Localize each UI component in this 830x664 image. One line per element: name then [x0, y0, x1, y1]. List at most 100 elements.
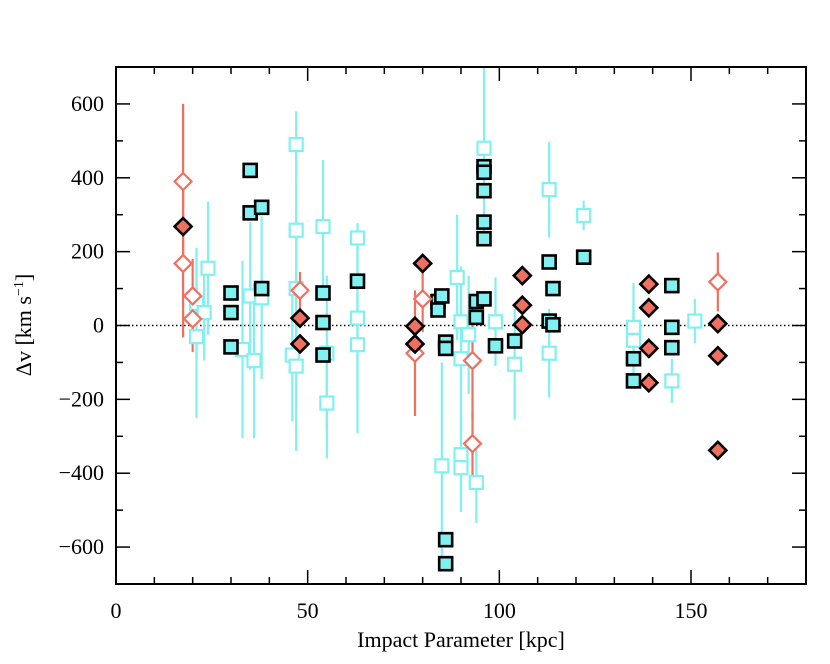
filled-cyan-squares-point	[315, 347, 331, 363]
y-tick-label: −600	[59, 534, 104, 559]
open-cyan-squares-point	[487, 314, 504, 330]
filled-cyan-squares-point	[242, 162, 258, 179]
filled-red-diamonds-point	[638, 297, 660, 319]
filled-cyan-squares-point	[625, 373, 642, 389]
y-axis-label-main: Δv [km s	[11, 296, 36, 376]
open-cyan-squares-point	[200, 260, 216, 276]
open-cyan-squares-point	[188, 328, 205, 345]
filled-red-diamonds-point	[172, 216, 194, 237]
filled-cyan-squares-point	[575, 249, 592, 265]
filled-red-diamonds-point	[511, 314, 533, 336]
tick-layer: 0 50 100 150 −600 −400 −200 0 200 400 600	[59, 66, 807, 623]
filled-cyan-squares-point	[437, 531, 454, 548]
filled-cyan-squares-point	[487, 338, 504, 354]
y-tick-label: 0	[93, 313, 104, 338]
open-cyan-squares-point	[664, 373, 680, 389]
open-cyan-squares-point	[349, 337, 366, 353]
filled-cyan-squares-point	[664, 339, 680, 356]
filled-cyan-squares-point	[315, 285, 331, 301]
open-cyan-squares-point	[196, 304, 212, 321]
filled-red-diamonds-point	[707, 313, 729, 334]
filled-cyan-squares-point	[468, 309, 485, 326]
open-cyan-squares-point	[288, 136, 304, 153]
filled-cyan-squares-point	[664, 277, 680, 294]
open-red-diamonds-point	[173, 171, 194, 192]
y-tick-label: 400	[71, 165, 104, 190]
filled-cyan-squares-point	[430, 302, 446, 318]
filled-cyan-squares-point	[664, 319, 680, 336]
x-tick-label: 50	[297, 598, 319, 623]
y-tick-label: −400	[59, 460, 104, 485]
open-cyan-squares-point	[468, 474, 484, 491]
open-cyan-squares-point	[576, 207, 592, 224]
filled-cyan-squares-point	[476, 182, 492, 199]
filled-cyan-squares-point	[476, 230, 492, 247]
filled-red-diamonds-point	[289, 307, 311, 329]
filled-red-diamonds-point	[404, 315, 426, 337]
marker-layer	[172, 136, 729, 572]
x-axis-label: Impact Parameter [kpc]	[357, 627, 565, 652]
filled-cyan-squares-point	[476, 291, 492, 307]
open-red-diamonds-point	[462, 433, 483, 454]
open-cyan-squares-point	[541, 345, 557, 361]
open-red-diamonds-point	[707, 271, 728, 292]
filled-cyan-squares-point	[625, 350, 642, 367]
open-cyan-squares-point	[349, 310, 366, 326]
filled-cyan-squares-point	[253, 280, 270, 297]
filled-red-diamonds-point	[707, 439, 729, 461]
open-cyan-squares-point	[687, 313, 703, 329]
filled-cyan-squares-point	[476, 164, 492, 181]
filled-red-diamonds-point	[511, 265, 533, 286]
filled-cyan-squares-point	[437, 555, 454, 572]
y-axis-label-exponent: −1	[12, 281, 27, 296]
filled-red-diamonds-point	[638, 372, 660, 394]
open-red-diamonds-point	[182, 285, 203, 307]
filled-cyan-squares-point	[541, 254, 557, 270]
open-cyan-squares-point	[541, 182, 557, 198]
filled-cyan-squares-point	[349, 273, 366, 289]
open-cyan-squares-point	[453, 460, 469, 476]
filled-red-diamonds-point	[638, 338, 660, 359]
filled-red-diamonds-point	[707, 345, 729, 367]
open-cyan-squares-point	[246, 352, 262, 369]
filled-red-diamonds-point	[638, 273, 660, 295]
open-cyan-squares-point	[434, 458, 450, 474]
filled-red-diamonds-point	[412, 253, 434, 274]
filled-cyan-squares-point	[437, 340, 454, 357]
open-cyan-squares-point	[507, 356, 523, 372]
filled-cyan-squares-point	[434, 288, 450, 304]
filled-red-diamonds-point	[404, 333, 426, 355]
filled-cyan-squares-point	[253, 199, 270, 216]
y-tick-label: 200	[71, 239, 104, 264]
y-axis-label: Δv [km s−1]	[11, 274, 36, 376]
filled-cyan-squares-point	[545, 316, 561, 333]
filled-cyan-squares-point	[223, 304, 239, 321]
y-tick-label: −200	[59, 386, 104, 411]
open-cyan-squares-point	[349, 230, 366, 246]
filled-cyan-squares-point	[506, 333, 523, 349]
x-tick-label: 100	[483, 598, 516, 623]
open-cyan-squares-point	[288, 222, 304, 238]
y-axis-label-close: ]	[11, 274, 36, 281]
errorbar-layer	[181, 67, 719, 570]
open-cyan-squares-point	[453, 447, 469, 463]
x-tick-label: 150	[675, 598, 708, 623]
filled-cyan-squares-point	[315, 314, 331, 331]
y-tick-label: 600	[71, 91, 104, 116]
open-red-diamonds-point	[462, 350, 483, 371]
filled-cyan-squares-point	[545, 280, 561, 297]
open-cyan-squares-point	[449, 269, 465, 286]
filled-cyan-squares-point	[223, 339, 239, 355]
open-cyan-squares-point	[625, 332, 642, 348]
open-cyan-squares-point	[453, 314, 469, 330]
filled-red-diamonds-point	[511, 294, 533, 316]
filled-cyan-squares-point	[223, 285, 239, 301]
open-cyan-squares-point	[315, 218, 331, 235]
open-cyan-squares-point	[476, 140, 492, 156]
open-cyan-squares-point	[319, 395, 335, 411]
open-cyan-squares-point	[461, 327, 477, 343]
open-red-diamonds-point	[289, 280, 311, 301]
x-tick-label: 0	[111, 598, 122, 623]
filled-red-diamonds-point	[289, 333, 311, 355]
